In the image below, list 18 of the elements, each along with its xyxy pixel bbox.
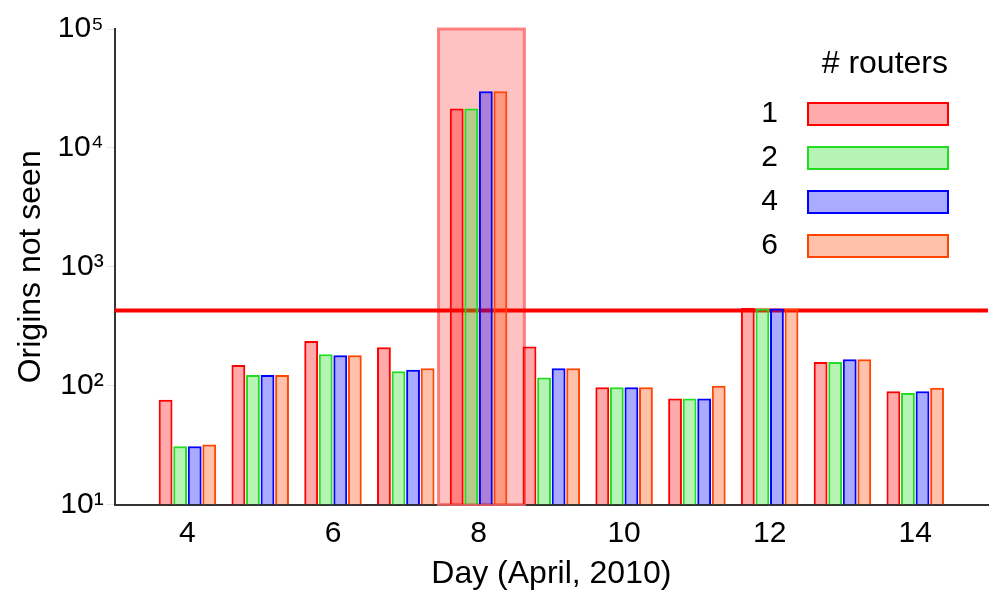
x-tick-label: 8 (470, 514, 487, 548)
x-tick-label: 10 (607, 514, 641, 548)
y-tick-label: 10³ (60, 248, 104, 282)
y-tick-label: 10⁴ (57, 129, 104, 163)
legend-label: 1 (761, 95, 778, 129)
x-tick-label: 14 (898, 514, 932, 548)
y-tick-label: 10² (60, 366, 104, 400)
legend-label: 4 (761, 183, 778, 217)
x-axis-title: Day (April, 2010) (431, 553, 672, 590)
y-tick-label: 10¹ (60, 485, 104, 519)
x-tick-label: 12 (752, 514, 787, 548)
legend-title: # routers (821, 43, 948, 80)
legend-label: 6 (761, 227, 778, 261)
x-tick-label: 4 (179, 514, 196, 548)
x-tick-label: 6 (324, 514, 342, 548)
y-axis-title: Origins not seen (11, 150, 48, 384)
y-tick-label: 10⁵ (57, 10, 104, 44)
legend-label: 2 (761, 139, 778, 173)
